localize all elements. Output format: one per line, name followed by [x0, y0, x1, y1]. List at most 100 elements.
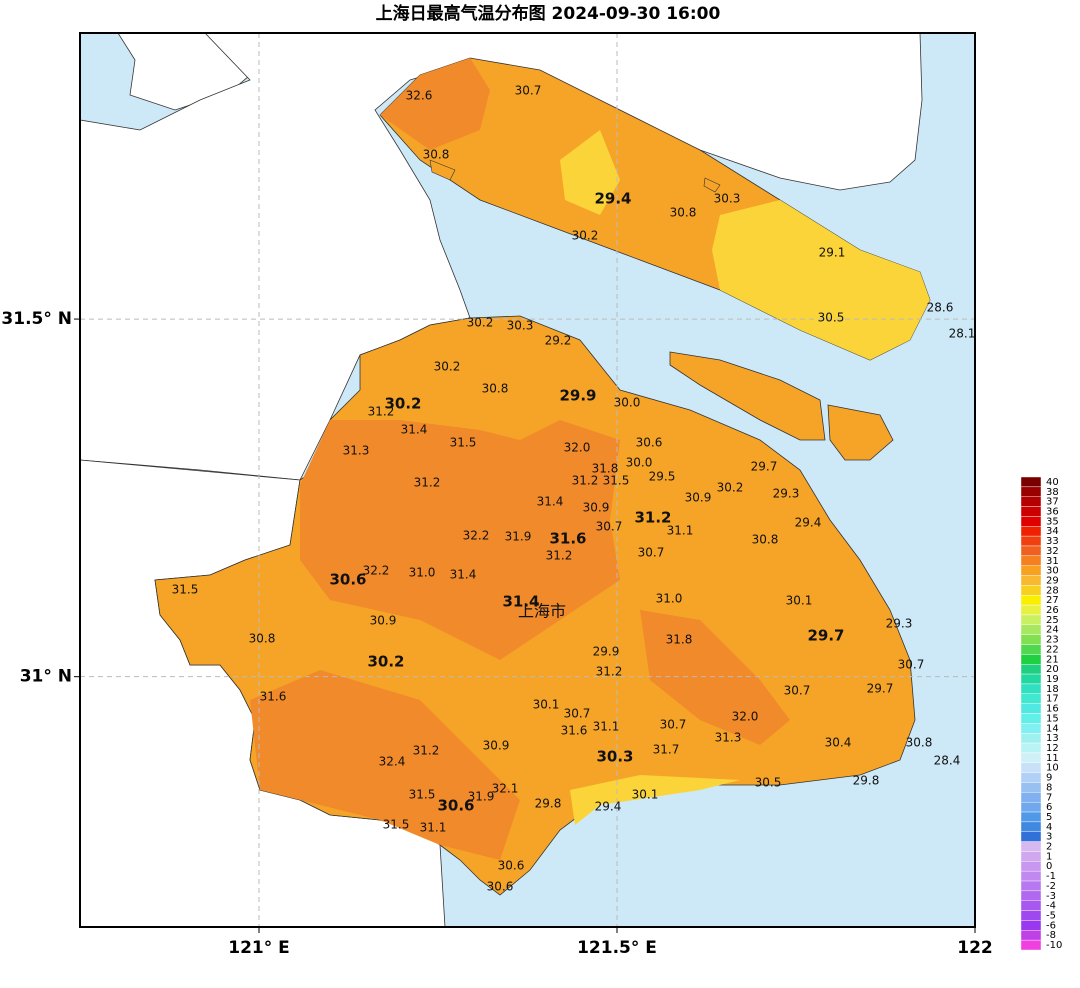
station-label: 29.1	[819, 246, 846, 260]
colorbar-cell	[1020, 801, 1042, 813]
station-label: 30.9	[685, 491, 712, 505]
station-label: 30.7	[784, 684, 811, 698]
station-label: 30.2	[467, 316, 494, 330]
colorbar-cell	[1020, 683, 1042, 694]
colorbar-cell	[1020, 733, 1042, 744]
colorbar-label: 12	[1046, 743, 1059, 754]
colorbar-cell	[1020, 752, 1042, 763]
colorbar-label: 0	[1046, 861, 1052, 872]
colorbar-label: 7	[1046, 792, 1052, 803]
colorbar-cell	[1020, 703, 1042, 714]
map-title: 上海日最高气温分布图 2024-09-30 16:00	[376, 3, 721, 24]
station-label: 31.5	[450, 436, 477, 450]
station-label: 31.5	[409, 788, 436, 802]
colorbar-cell	[1020, 920, 1042, 931]
station-label: 29.3	[886, 617, 913, 631]
colorbar-cell	[1020, 673, 1042, 685]
colorbar-label: 16	[1046, 704, 1059, 715]
station-label: 30.7	[564, 707, 591, 721]
colorbar-label: 20	[1046, 664, 1059, 675]
station-label: 30.7	[515, 84, 542, 98]
station-label: 32.2	[463, 529, 490, 543]
colorbar-cell	[1020, 693, 1042, 704]
colorbar-cell	[1020, 910, 1042, 921]
colorbar-label: 18	[1046, 684, 1059, 695]
station-label: 30.7	[660, 718, 687, 732]
station-label: 30.5	[755, 776, 782, 790]
colorbar-label: -3	[1046, 891, 1056, 902]
colorbar-cell	[1020, 664, 1042, 675]
station-label: 32.4	[379, 755, 406, 769]
colorbar-cell	[1020, 535, 1042, 547]
colorbar-label: 24	[1046, 625, 1059, 636]
station-label: 31.1	[667, 524, 694, 538]
colorbar-label: 22	[1046, 644, 1059, 655]
station-label: 28.1	[949, 327, 976, 341]
station-label: 28.6	[927, 301, 954, 315]
colorbar: 4038373635343332313029282726252423222120…	[1020, 476, 1062, 951]
station-label: 30.6	[329, 571, 366, 589]
colorbar-cell	[1020, 939, 1042, 951]
station-label: 31.2	[413, 744, 440, 758]
colorbar-label: -5	[1046, 911, 1056, 922]
station-label: 30.2	[367, 653, 404, 671]
colorbar-cell	[1020, 713, 1042, 724]
colorbar-cell	[1020, 900, 1042, 911]
cool-zone	[570, 775, 740, 825]
colorbar-label: 17	[1046, 694, 1059, 705]
colorbar-label: 19	[1046, 674, 1059, 685]
colorbar-label: 36	[1046, 506, 1059, 517]
colorbar-cell	[1020, 595, 1042, 606]
colorbar-cell	[1020, 772, 1042, 783]
colorbar-label: -1	[1046, 871, 1056, 882]
island	[827, 404, 894, 461]
station-label: 30.2	[384, 395, 421, 413]
warm-zone	[250, 670, 520, 860]
station-label: 31.4	[502, 593, 539, 611]
colorbar-label: 35	[1046, 516, 1059, 527]
colorbar-label: 1	[1046, 851, 1052, 862]
station-label: 31.2	[634, 509, 671, 527]
colorbar-cell	[1020, 516, 1042, 527]
station-label: 30.8	[670, 206, 697, 220]
station-label: 29.8	[535, 797, 562, 811]
colorbar-label: -2	[1046, 881, 1056, 892]
colorbar-label: -8	[1046, 930, 1056, 941]
colorbar-label: 29	[1046, 575, 1059, 586]
station-label: 31.2	[546, 549, 573, 563]
colorbar-cell	[1020, 604, 1042, 616]
island	[669, 351, 826, 441]
station-label: 31.2	[572, 474, 599, 488]
station-label: 30.5	[818, 311, 845, 325]
station-label: 31.3	[715, 731, 742, 745]
colorbar-cell	[1020, 831, 1042, 842]
colorbar-label: 38	[1046, 487, 1059, 498]
station-label: 31.6	[549, 530, 586, 548]
colorbar-cell	[1020, 930, 1042, 941]
station-label: 31.1	[593, 720, 620, 734]
station-label: 30.9	[370, 614, 397, 628]
colorbar-cell	[1020, 496, 1042, 507]
colorbar-label: -6	[1046, 920, 1056, 931]
colorbar-label: 3	[1046, 832, 1052, 843]
station-label: 30.6	[636, 436, 663, 450]
colorbar-label: 32	[1046, 546, 1059, 557]
colorbar-cell	[1020, 545, 1042, 557]
station-label: 30.4	[825, 736, 852, 750]
station-label: 31.3	[343, 444, 370, 458]
station-label: 30.9	[583, 501, 610, 515]
station-label: 32.0	[564, 441, 591, 455]
station-label: 30.8	[752, 533, 779, 547]
colorbar-label: 5	[1046, 812, 1052, 823]
colorbar-cell	[1020, 555, 1042, 566]
station-label: 32.6	[406, 89, 433, 103]
station-label: 29.3	[773, 487, 800, 501]
station-label: 31.2	[368, 405, 395, 419]
colorbar-cell	[1020, 565, 1042, 576]
colorbar-label: 23	[1046, 635, 1059, 646]
station-label: 31.2	[596, 665, 623, 679]
colorbar-cell	[1020, 851, 1042, 862]
station-label: 31.5	[383, 818, 410, 832]
colorbar-label: 26	[1046, 605, 1059, 616]
